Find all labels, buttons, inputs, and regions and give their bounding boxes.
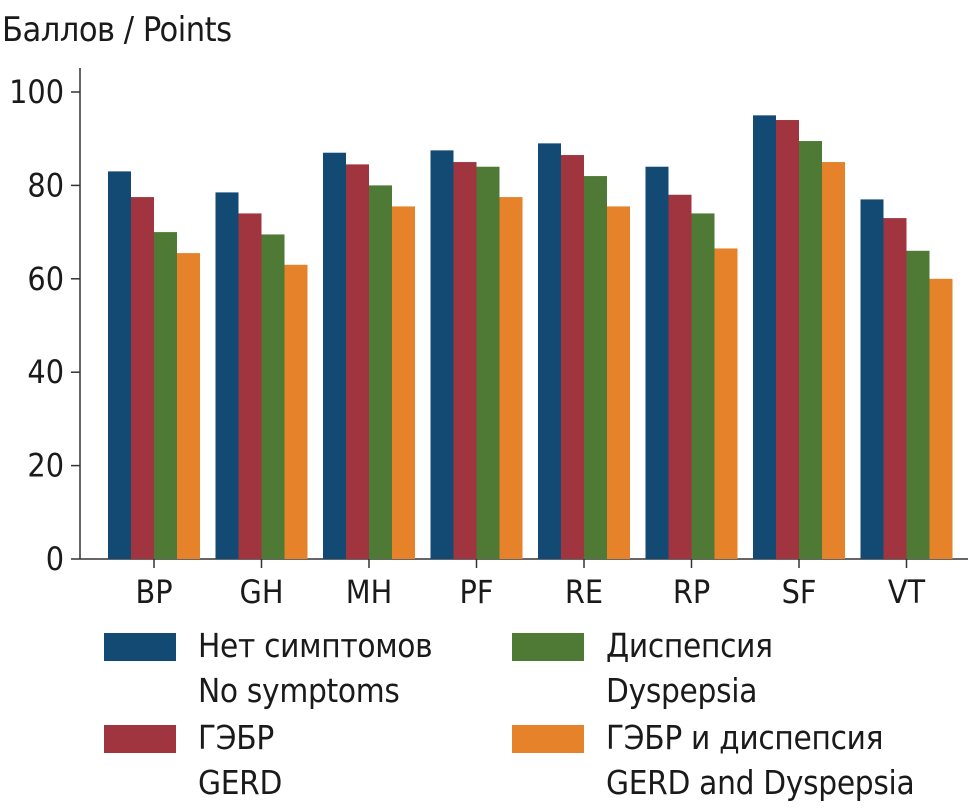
x-tick-label: RP (673, 573, 710, 611)
bar-VT-1 (883, 218, 907, 559)
legend-label-en: GERD (198, 763, 283, 802)
bar-GH-1 (238, 213, 262, 560)
bar-RP-0 (645, 166, 669, 559)
bar-GH-3 (284, 264, 308, 559)
bar-GH-0 (215, 192, 239, 559)
bar-BP-1 (131, 197, 154, 559)
bar-RP-1 (668, 194, 692, 560)
legend-swatch-dyspepsia (512, 633, 584, 661)
bar-BP-3 (177, 253, 200, 560)
bar-RE-1 (561, 155, 584, 560)
bar-BP-2 (154, 232, 177, 559)
bar-MH-2 (369, 185, 392, 559)
y-tick-label: 20 (27, 447, 64, 485)
bar-SF-3 (822, 162, 845, 560)
bar-PF-0 (430, 150, 454, 559)
bar-MH-3 (392, 206, 415, 560)
bar-SF-0 (753, 115, 776, 559)
bar-PF-2 (476, 166, 500, 559)
bar-VT-2 (906, 250, 930, 559)
legend-swatch-no-symptoms (104, 633, 176, 661)
legend-label-en: No symptoms (198, 671, 400, 710)
x-tick-label: BP (135, 573, 172, 611)
bar-VT-0 (860, 199, 884, 559)
bar-RP-2 (691, 213, 715, 560)
legend-label-ru: ГЭБР (198, 718, 274, 757)
x-tick-label: PF (460, 573, 494, 611)
legend-item-gerd: ГЭБР GERD (104, 715, 282, 805)
bar-GH-2 (261, 234, 285, 559)
bar-PF-3 (499, 197, 523, 559)
legend-item-no-symptoms: Нет симптомов No symptoms (104, 623, 433, 713)
y-tick-label: 100 (9, 73, 64, 111)
bar-VT-3 (929, 278, 953, 559)
legend-item-gerd-and-dyspepsia: ГЭБР и диспепсия GERD and Dyspepsia (512, 715, 915, 805)
bar-PF-1 (453, 162, 477, 560)
bar-RE-0 (538, 143, 561, 559)
x-tick-label: MH (346, 573, 393, 611)
legend-label-ru: ГЭБР и диспепсия (606, 718, 884, 757)
bar-SF-2 (799, 141, 822, 559)
y-tick-label: 60 (27, 260, 64, 298)
bar-MH-0 (323, 152, 346, 559)
legend-swatch-gerd-and-dyspepsia (512, 725, 584, 753)
legend-item-dyspepsia: Диспепсия Dyspepsia (512, 623, 773, 713)
legend-label-ru: Диспепсия (606, 626, 773, 665)
y-tick-label: 40 (27, 353, 64, 391)
bar-BP-0 (108, 171, 131, 559)
x-tick-label: SF (782, 573, 817, 611)
bar-RE-3 (607, 206, 630, 560)
legend: Нет симптомов No symptoms ГЭБР GERD Дисп… (104, 623, 964, 808)
y-tick-label: 0 (46, 540, 64, 578)
x-tick-label: VT (888, 573, 926, 611)
legend-label-en: GERD and Dyspepsia (606, 763, 915, 802)
legend-label-en: Dyspepsia (606, 671, 758, 710)
y-tick-label: 80 (27, 166, 64, 204)
bar-RE-2 (584, 176, 607, 559)
legend-label-ru: Нет симптомов (198, 626, 433, 665)
x-tick-label: RE (565, 573, 603, 611)
bar-RP-3 (714, 248, 738, 559)
x-tick-label: GH (240, 573, 284, 611)
legend-swatch-gerd (104, 725, 176, 753)
bar-MH-1 (346, 164, 369, 559)
bar-SF-1 (776, 120, 799, 560)
y-axis-label: Баллов / Points (2, 10, 232, 50)
